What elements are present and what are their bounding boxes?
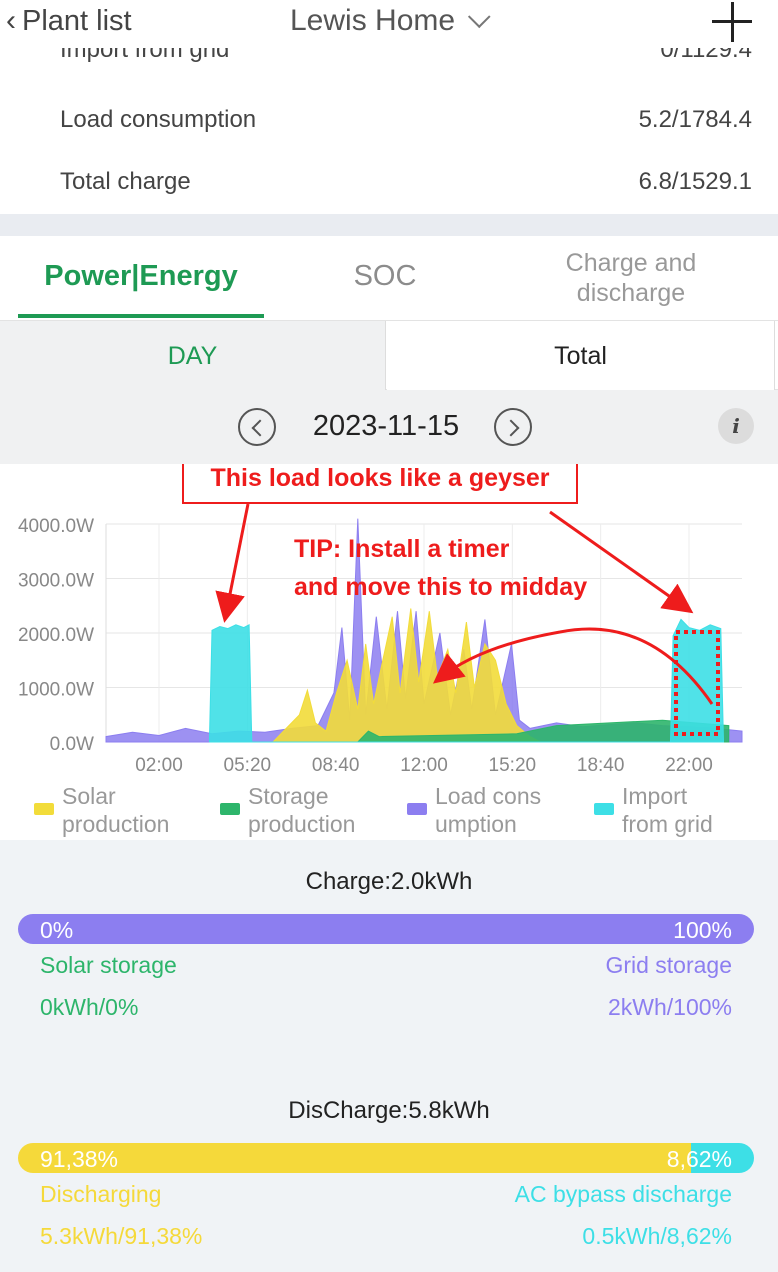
y-tick-label: 3000.0W <box>18 571 94 592</box>
x-tick-label: 08:40 <box>312 755 360 776</box>
stat-row: Load consumption 5.2/1784.4 <box>60 106 752 134</box>
annotation-box <box>182 464 578 504</box>
legend-swatch <box>594 803 614 815</box>
current-date[interactable]: 2023-11-15 <box>312 410 460 442</box>
add-icon[interactable] <box>712 0 752 44</box>
tab-charge-discharge[interactable]: Charge and discharge <box>520 248 742 308</box>
annotation-tip-line2: and move this to midday <box>294 573 587 601</box>
legend-label: from grid <box>622 811 713 837</box>
charge-left-percent: 0% <box>40 917 74 943</box>
x-tick-label: 02:00 <box>135 755 183 776</box>
stat-value: 6.8/1529.1 <box>638 168 752 195</box>
grid-storage-label: Grid storage <box>605 952 732 978</box>
ac-bypass-value: 0.5kWh/8,62% <box>582 1223 732 1249</box>
date-navigator: 2023-11-15 <box>0 390 778 464</box>
discharge-right-percent: 8,62% <box>666 1146 732 1172</box>
arrow-move-to-midday <box>432 627 714 705</box>
charge-discharge-panel: Charge:2.0kWh 0% 100% Solar storage Grid… <box>0 840 778 1272</box>
discharging-label: Discharging <box>40 1181 162 1207</box>
plant-name: Lewis Home <box>290 4 456 37</box>
y-tick-label: 1000.0W <box>18 680 94 701</box>
grid-storage-value: 2kWh/100% <box>607 994 732 1020</box>
period-day-button[interactable]: DAY <box>0 321 386 391</box>
arrow-to-morning-load <box>215 503 250 623</box>
solar-storage-label: Solar storage <box>40 952 177 978</box>
tab-soc[interactable]: SOC <box>353 260 417 292</box>
charge-right-percent: 100% <box>673 917 732 943</box>
top-bar: ‹ Plant list Lewis Home <box>0 0 778 48</box>
stat-label: Total charge <box>60 168 191 195</box>
energy-stats: Import from grid 0/1129.4 Load consumpti… <box>0 48 778 214</box>
series-area-storage-production <box>357 719 730 743</box>
ac-bypass-fill <box>691 1143 754 1173</box>
charge-ratio-bar: 0% 100% <box>18 914 754 944</box>
period-toggle: DAY Total <box>0 320 778 391</box>
charge-title: Charge:2.0kWh <box>305 868 473 895</box>
stat-label: Load consumption <box>60 106 257 133</box>
solar-storage-value: 0kWh/0% <box>40 994 139 1020</box>
tab-charge-line1: Charge and <box>565 249 697 277</box>
power-chart-svg: 4000.0W 3000.0W 2000.0W 1000.0W 0.0W 02:00 05:… <box>18 464 743 776</box>
back-label: Plant list <box>22 4 132 37</box>
series-area-import-from-grid <box>208 618 725 743</box>
x-tick-label: 22:00 <box>665 755 713 776</box>
active-tab-indicator <box>18 314 264 318</box>
legend-swatch <box>220 803 240 815</box>
legend-label: production <box>248 811 356 837</box>
stat-label: Import from grid <box>60 48 230 63</box>
y-tick-label: 0.0W <box>50 734 94 755</box>
ac-bypass-label: AC bypass discharge <box>514 1181 732 1207</box>
stat-value: 0/1129.4 <box>660 48 752 63</box>
discharge-ratio-bar: 91,38% 8,62% <box>18 1143 754 1173</box>
legend-item-storage[interactable]: Storage production <box>220 782 355 840</box>
annotation-tip-line1: TIP: Install a timer <box>294 535 510 563</box>
back-button[interactable]: ‹ Plant list <box>6 4 132 38</box>
legend-item-solar[interactable]: Solar production <box>34 782 169 840</box>
annotation-geyser-text: This load looks like a geyser <box>210 464 549 492</box>
info-icon[interactable]: i <box>718 408 754 444</box>
discharging-fill <box>18 1143 691 1173</box>
legend-swatch <box>407 803 427 815</box>
legend-label: Import <box>622 783 688 809</box>
chevron-left-icon: ‹ <box>6 4 16 37</box>
x-tick-label: 18:40 <box>577 755 625 776</box>
legend-item-load[interactable]: Load cons umption <box>407 782 541 840</box>
discharging-value: 5.3kWh/91,38% <box>40 1223 203 1249</box>
legend-label: Solar <box>62 783 116 809</box>
discharge-left-percent: 91,38% <box>40 1146 119 1172</box>
series-area-solar-production <box>272 608 541 743</box>
legend-item-import[interactable]: Import from grid <box>594 782 713 840</box>
stat-value: 5.2/1784.4 <box>638 106 752 133</box>
legend-label: Load cons <box>435 783 542 809</box>
stat-row: Total charge 6.8/1529.1 <box>60 168 752 196</box>
section-divider <box>0 214 778 236</box>
tab-power-energy[interactable]: Power|Energy <box>44 260 238 292</box>
arrow-to-evening-load <box>549 510 694 614</box>
discharge-title: DisCharge:5.8kWh <box>288 1097 490 1124</box>
legend-label: production <box>62 811 170 837</box>
legend-label: umption <box>435 811 517 837</box>
x-tick-label: 05:20 <box>224 755 272 776</box>
stat-row: Import from grid 0/1129.4 <box>60 48 752 74</box>
grid-storage-fill <box>18 914 754 944</box>
legend-swatch <box>34 803 54 815</box>
previous-date-icon[interactable] <box>238 408 276 446</box>
plant-selector[interactable]: Lewis Home <box>290 4 491 38</box>
y-tick-label: 2000.0W <box>18 625 94 646</box>
chevron-down-icon <box>467 5 491 29</box>
period-total-button[interactable]: Total <box>387 321 775 391</box>
next-date-icon[interactable] <box>494 408 532 446</box>
x-tick-label: 15:20 <box>489 755 537 776</box>
x-tick-label: 12:00 <box>400 755 448 776</box>
power-chart: 4000.0W 3000.0W 2000.0W 1000.0W 0.0W 02:00 05:… <box>0 464 778 840</box>
tab-charge-line2: discharge <box>576 279 686 307</box>
y-tick-label: 4000.0W <box>18 516 94 537</box>
legend-label: Storage <box>248 783 329 809</box>
chart-tabs: Power|Energy SOC Charge and discharge <box>0 236 778 320</box>
